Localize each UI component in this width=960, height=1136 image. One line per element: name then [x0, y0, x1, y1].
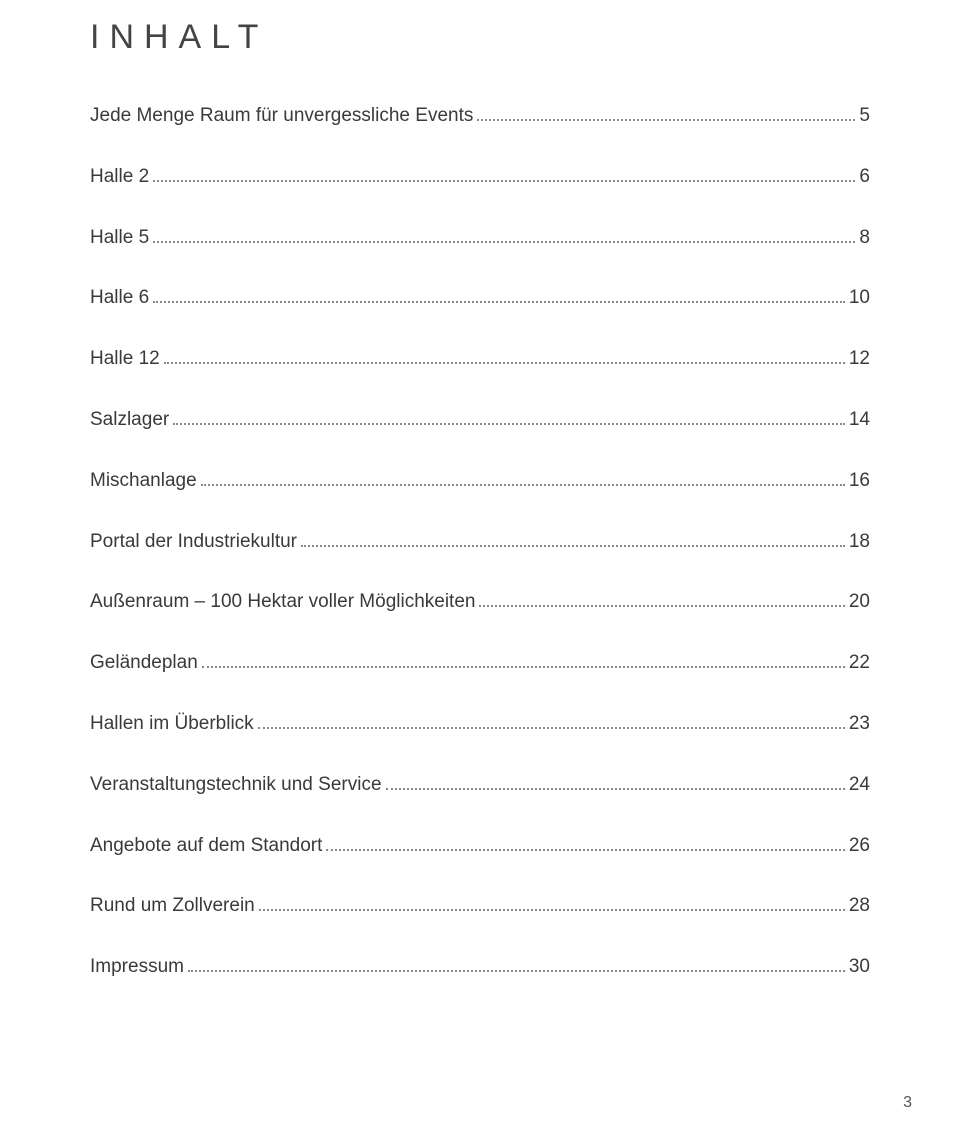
toc-entry-page: 26 — [849, 835, 870, 858]
toc-row: Veranstaltungstechnik und Service 24 — [90, 774, 870, 797]
toc-dot-leader — [164, 362, 845, 364]
toc-entry-label: Impressum — [90, 956, 184, 979]
toc-entry-page: 6 — [859, 166, 870, 189]
toc-entry-page: 18 — [849, 531, 870, 554]
toc-dot-leader — [188, 970, 845, 972]
toc-dot-leader — [258, 727, 845, 729]
toc-entry-label: Außenraum – 100 Hektar voller Möglichkei… — [90, 591, 475, 614]
toc-dot-leader — [153, 301, 845, 303]
toc-row: Geländeplan 22 — [90, 652, 870, 675]
toc-row: Salzlager 14 — [90, 409, 870, 432]
toc-row: Halle 6 10 — [90, 287, 870, 310]
toc-dot-leader — [259, 909, 845, 911]
footer-page-number: 3 — [903, 1094, 912, 1112]
toc-entry-page: 22 — [849, 652, 870, 675]
toc-entry-page: 5 — [859, 105, 870, 128]
toc-entry-page: 30 — [849, 956, 870, 979]
toc-entry-page: 16 — [849, 470, 870, 493]
toc-entry-label: Geländeplan — [90, 652, 198, 675]
toc-dot-leader — [173, 423, 845, 425]
toc-row: Impressum 30 — [90, 956, 870, 979]
toc-entry-label: Mischanlage — [90, 470, 197, 493]
toc-entry-label: Rund um Zollverein — [90, 895, 255, 918]
toc-row: Mischanlage 16 — [90, 470, 870, 493]
toc-list: Jede Menge Raum für unvergessliche Event… — [90, 105, 870, 979]
toc-row: Halle 12 12 — [90, 348, 870, 371]
toc-row: Außenraum – 100 Hektar voller Möglichkei… — [90, 591, 870, 614]
toc-entry-label: Veranstaltungstechnik und Service — [90, 774, 382, 797]
toc-entry-page: 24 — [849, 774, 870, 797]
toc-entry-page: 12 — [849, 348, 870, 371]
page-container: INHALT Jede Menge Raum für unvergesslich… — [0, 0, 960, 979]
toc-entry-page: 10 — [849, 287, 870, 310]
toc-entry-label: Halle 12 — [90, 348, 160, 371]
toc-entry-label: Angebote auf dem Standort — [90, 835, 322, 858]
toc-row: Halle 5 8 — [90, 227, 870, 250]
toc-dot-leader — [386, 788, 845, 790]
toc-row: Rund um Zollverein 28 — [90, 895, 870, 918]
toc-dot-leader — [477, 119, 855, 121]
toc-entry-label: Halle 6 — [90, 287, 149, 310]
toc-dot-leader — [201, 484, 845, 486]
toc-entry-page: 8 — [859, 227, 870, 250]
toc-entry-label: Salzlager — [90, 409, 169, 432]
toc-dot-leader — [153, 180, 855, 182]
toc-dot-leader — [153, 241, 855, 243]
toc-entry-label: Halle 2 — [90, 166, 149, 189]
toc-row: Hallen im Überblick 23 — [90, 713, 870, 736]
toc-entry-page: 14 — [849, 409, 870, 432]
page-title: INHALT — [90, 18, 870, 57]
toc-dot-leader — [326, 849, 844, 851]
toc-entry-page: 23 — [849, 713, 870, 736]
toc-row: Portal der Industriekultur 18 — [90, 531, 870, 554]
toc-dot-leader — [202, 666, 845, 668]
toc-entry-label: Jede Menge Raum für unvergessliche Event… — [90, 105, 473, 128]
toc-entry-label: Hallen im Überblick — [90, 713, 254, 736]
toc-entry-label: Halle 5 — [90, 227, 149, 250]
toc-dot-leader — [479, 605, 844, 607]
toc-row: Halle 2 6 — [90, 166, 870, 189]
toc-row: Angebote auf dem Standort 26 — [90, 835, 870, 858]
toc-entry-page: 20 — [849, 591, 870, 614]
toc-entry-page: 28 — [849, 895, 870, 918]
toc-entry-label: Portal der Industriekultur — [90, 531, 297, 554]
toc-dot-leader — [301, 545, 845, 547]
toc-row: Jede Menge Raum für unvergessliche Event… — [90, 105, 870, 128]
